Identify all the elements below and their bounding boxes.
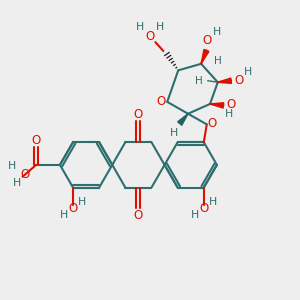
Text: O: O xyxy=(202,34,212,47)
Text: H: H xyxy=(214,56,221,66)
Text: O: O xyxy=(134,209,143,222)
Text: O: O xyxy=(68,202,78,215)
Text: H: H xyxy=(78,197,86,207)
Text: H: H xyxy=(191,210,199,220)
Text: O: O xyxy=(32,134,41,147)
Text: H: H xyxy=(156,22,164,32)
Polygon shape xyxy=(201,50,209,64)
Text: O: O xyxy=(146,30,155,43)
Text: H: H xyxy=(60,210,68,220)
Text: O: O xyxy=(156,95,165,108)
Text: H: H xyxy=(213,27,221,37)
Text: O: O xyxy=(199,202,208,215)
Polygon shape xyxy=(178,114,188,125)
Text: H: H xyxy=(170,128,178,138)
Text: H: H xyxy=(136,22,145,32)
Text: H: H xyxy=(208,197,217,207)
Text: O: O xyxy=(21,168,30,181)
Text: O: O xyxy=(234,74,244,87)
Text: H: H xyxy=(225,109,233,119)
Text: H: H xyxy=(8,161,16,171)
Text: O: O xyxy=(208,117,217,130)
Text: H: H xyxy=(13,178,21,188)
Polygon shape xyxy=(218,78,231,83)
Text: O: O xyxy=(134,108,143,121)
Text: H: H xyxy=(244,67,253,77)
Text: H: H xyxy=(196,76,203,86)
Polygon shape xyxy=(210,103,224,108)
Text: O: O xyxy=(226,98,236,111)
